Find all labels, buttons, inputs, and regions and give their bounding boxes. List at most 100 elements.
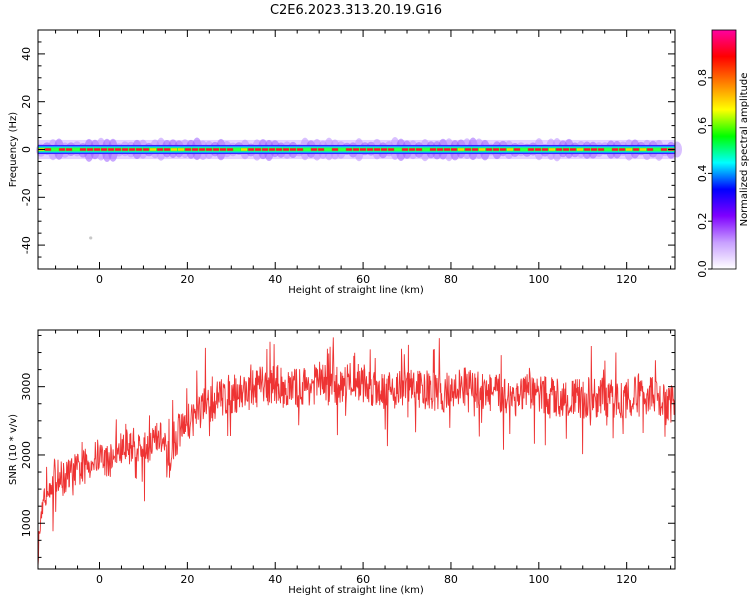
band-core-segment (150, 148, 156, 151)
band-core-segment (563, 148, 569, 151)
band-core-segment (332, 148, 338, 151)
band-core-segment (262, 148, 268, 151)
snr-y-tick-label: 2000 (20, 441, 33, 469)
band-core-segment (360, 148, 366, 151)
spectrogram-x-tick-label: 20 (180, 273, 194, 286)
band-core-segment (164, 148, 170, 151)
band-core-segment (647, 148, 653, 151)
band-core-segment (213, 148, 219, 151)
band-core-segment (241, 148, 247, 151)
band-core-segment (605, 148, 611, 151)
band-core-segment (185, 148, 191, 151)
spectrogram-x-tick-label: 120 (616, 273, 637, 286)
band-core-segment (339, 148, 345, 151)
band-core-segment (570, 148, 576, 151)
colorbar-tick-label: 0.0 (696, 260, 709, 278)
spectrogram-x-tick-label: 0 (96, 273, 103, 286)
band-core-segment (297, 148, 303, 151)
band-core-segment (514, 148, 520, 151)
band-core-segment (248, 148, 254, 151)
band-core-segment (374, 148, 380, 151)
band-core-segment (507, 148, 513, 151)
colorbar-gradient (711, 29, 737, 270)
band-core-segment (171, 148, 177, 151)
band-core-segment (318, 148, 324, 151)
band-core-segment (528, 148, 534, 151)
spectrogram-x-tick-label: 40 (268, 273, 282, 286)
band-core-segment (493, 148, 499, 151)
band-core-segment (157, 148, 163, 151)
band-core-segment (661, 148, 667, 151)
snr-plot-area (37, 337, 676, 567)
snr-x-tick-label: 60 (356, 573, 370, 586)
band-core-segment (101, 148, 107, 151)
band-core-segment (640, 148, 646, 151)
band-core-segment (122, 148, 128, 151)
band-core-segment (255, 148, 261, 151)
band-core-segment (633, 148, 639, 151)
band-core-segment (416, 148, 422, 151)
band-core-segment (66, 148, 72, 151)
band-core-segment (178, 148, 184, 151)
band-core-segment (521, 148, 527, 151)
band-core-segment (381, 148, 387, 151)
band-core-segment (325, 148, 331, 151)
band-core-segment (136, 148, 142, 151)
band-core-segment (269, 148, 275, 151)
spectrogram-panel: 0 20 40 60 80 100 120 -40 -20 0 20 40 Height of str… (8, 29, 682, 296)
spectrogram-y-axis-label: Frequency (Hz) (8, 112, 19, 188)
snr-panel: 0 20 40 60 80 100 120 1000 2000 3000 Height of st… (8, 329, 676, 596)
band-core-segment (129, 148, 135, 151)
spectrogram-y-tick-label: -40 (20, 236, 33, 254)
colorbar: 0.0 0.2 0.4 0.6 0.8 Normalized spectral ampl… (696, 29, 750, 278)
band-core-segment (80, 148, 86, 151)
band-core-segment (108, 148, 114, 151)
snr-x-tick-label: 120 (616, 573, 637, 586)
spectrogram-y-tick-label: 0 (20, 146, 33, 153)
spectrogram-x-tick-label: 80 (444, 273, 458, 286)
band-core-segment (437, 148, 443, 151)
spectrogram-y-tick-label: 20 (20, 95, 33, 109)
colorbar-tick-label: 0.4 (696, 165, 709, 183)
band-core-segment (465, 148, 471, 151)
band-core-segment (52, 148, 58, 151)
snr-series-line (37, 337, 676, 567)
band-core-segment (500, 148, 506, 151)
band-core-segment (311, 148, 317, 151)
spectrogram-x-tick-label: 60 (356, 273, 370, 286)
band-core-segment (276, 148, 282, 151)
band-core-segment (346, 148, 352, 151)
band-core-segment (199, 148, 205, 151)
band-core-segment (409, 148, 415, 151)
band-core-segment (220, 148, 226, 151)
band-core-segment (654, 148, 660, 151)
band-core-segment (458, 148, 464, 151)
colorbar-tick-label: 0.2 (696, 212, 709, 230)
band-core-segment (598, 148, 604, 151)
band-core-segment (472, 148, 478, 151)
band-core-segment (612, 148, 618, 151)
band-core-segment (73, 148, 79, 151)
band-core-segment (451, 148, 457, 151)
band-core-segment (192, 148, 198, 151)
band-core-segment (402, 148, 408, 151)
spectrogram-y-tick-label: -20 (20, 188, 33, 206)
snr-x-axis-label: Height of straight line (km) (288, 585, 424, 596)
colorbar-ticks: 0.0 0.2 0.4 0.6 0.8 (696, 69, 712, 278)
snr-ticks: 0 20 40 60 80 100 120 1000 2000 3000 (20, 330, 675, 586)
colorbar-label: Normalized spectral amplitude (739, 73, 750, 227)
snr-x-tick-label: 40 (268, 573, 282, 586)
spectrogram-x-tick-label: 100 (528, 273, 549, 286)
band-core-segment (549, 148, 555, 151)
band-core-segment (94, 148, 100, 151)
band-core-segment (234, 148, 240, 151)
band-core-segment (542, 148, 548, 151)
colorbar-tick-label: 0.8 (696, 69, 709, 87)
colorbar-tick-label: 0.6 (696, 117, 709, 135)
isolated-point (89, 236, 93, 240)
band-core-segment (556, 148, 562, 151)
spectrogram-x-axis-label: Height of straight line (km) (288, 285, 424, 296)
band-core-segment (388, 148, 394, 151)
band-core-segment (584, 148, 590, 151)
